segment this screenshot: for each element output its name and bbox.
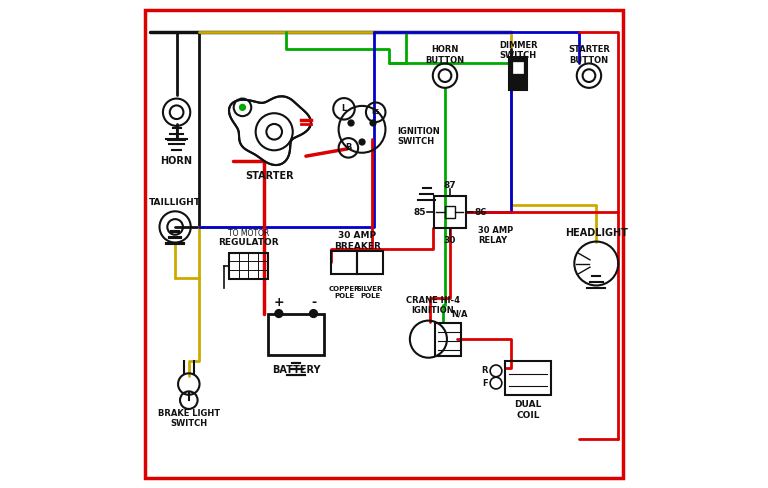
Circle shape: [359, 139, 365, 145]
Text: 86: 86: [474, 208, 487, 217]
Bar: [357, 251, 383, 274]
Text: HEADLIGHT: HEADLIGHT: [564, 228, 627, 238]
Text: 30 AMP
BREAKER: 30 AMP BREAKER: [334, 231, 381, 251]
Text: B: B: [345, 143, 352, 152]
Bar: [435, 323, 461, 356]
Text: N/A: N/A: [452, 309, 468, 318]
Polygon shape: [229, 96, 311, 165]
Bar: [513, 62, 523, 73]
Circle shape: [348, 120, 354, 126]
Text: DIMMER
SWITCH: DIMMER SWITCH: [499, 41, 538, 60]
Text: BATTERY: BATTERY: [272, 365, 320, 375]
Text: SILVER
POLE: SILVER POLE: [357, 286, 383, 300]
Bar: [331, 251, 357, 274]
Text: R: R: [482, 366, 488, 375]
Text: 30: 30: [444, 236, 456, 245]
Bar: [509, 57, 527, 90]
Text: HORN: HORN: [161, 156, 193, 166]
Text: IG: IG: [372, 109, 380, 115]
Bar: [445, 206, 455, 218]
Text: -: -: [311, 296, 316, 309]
Circle shape: [370, 120, 376, 126]
Bar: [229, 253, 268, 279]
Text: 85: 85: [413, 208, 425, 217]
Text: CRANE HI-4
IGNITION: CRANE HI-4 IGNITION: [406, 296, 460, 315]
Text: STARTER
BUTTON: STARTER BUTTON: [568, 45, 610, 65]
Text: IGNITION
SWITCH: IGNITION SWITCH: [398, 127, 440, 146]
Text: TAILLIGHT: TAILLIGHT: [149, 198, 201, 207]
Text: F: F: [482, 379, 488, 387]
Bar: [505, 361, 551, 395]
Bar: [268, 313, 324, 355]
Text: 87: 87: [444, 181, 456, 190]
Text: HORN
BUTTON: HORN BUTTON: [425, 45, 465, 65]
Text: REGULATOR: REGULATOR: [218, 238, 279, 247]
Bar: [434, 196, 465, 228]
Text: COPPER
POLE: COPPER POLE: [329, 286, 360, 300]
Text: BRAKE LIGHT
SWITCH: BRAKE LIGHT SWITCH: [157, 408, 220, 428]
Text: DUAL
COIL: DUAL COIL: [515, 400, 541, 420]
Circle shape: [240, 104, 246, 110]
Text: L: L: [341, 104, 346, 113]
Text: STARTER: STARTER: [245, 171, 293, 181]
Circle shape: [275, 309, 283, 318]
Text: +: +: [273, 296, 284, 309]
Text: TO MOTOR: TO MOTOR: [227, 228, 269, 238]
Circle shape: [310, 309, 317, 318]
Text: 30 AMP
RELAY: 30 AMP RELAY: [478, 225, 513, 245]
